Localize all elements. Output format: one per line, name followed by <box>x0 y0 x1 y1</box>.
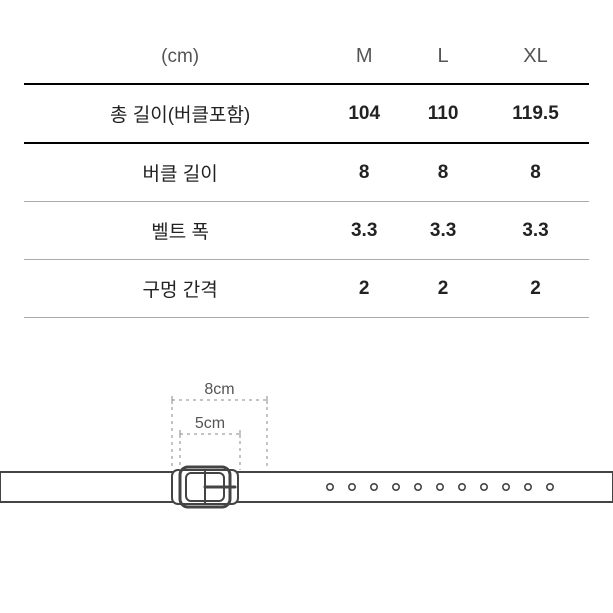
table-row: 버클 길이 8 8 8 <box>24 143 589 202</box>
cell: 8 <box>324 143 404 202</box>
cell: 3.3 <box>404 202 482 260</box>
cell: 3.3 <box>482 202 589 260</box>
belt-diagram: 8cm 5cm <box>0 352 613 522</box>
col-header-xl: XL <box>482 30 589 84</box>
col-header-l: L <box>404 30 482 84</box>
cell: 2 <box>324 260 404 318</box>
table-row: 구멍 간격 2 2 2 <box>24 260 589 318</box>
row-label: 버클 길이 <box>24 143 324 202</box>
size-table: (cm) M L XL 총 길이(버클포함) 104 110 119.5 버클 … <box>24 30 589 318</box>
dim-label-5cm: 5cm <box>195 415 225 432</box>
unit-header: (cm) <box>24 30 324 84</box>
table-row: 총 길이(버클포함) 104 110 119.5 <box>24 84 589 143</box>
cell: 2 <box>482 260 589 318</box>
col-header-m: M <box>324 30 404 84</box>
row-label: 구멍 간격 <box>24 260 324 318</box>
cell: 104 <box>324 84 404 143</box>
row-label: 총 길이(버클포함) <box>24 84 324 143</box>
cell: 110 <box>404 84 482 143</box>
table-row: 벨트 폭 3.3 3.3 3.3 <box>24 202 589 260</box>
dim-label-8cm: 8cm <box>204 381 234 398</box>
cell: 8 <box>482 143 589 202</box>
cell: 119.5 <box>482 84 589 143</box>
cell: 8 <box>404 143 482 202</box>
cell: 2 <box>404 260 482 318</box>
row-label: 벨트 폭 <box>24 202 324 260</box>
cell: 3.3 <box>324 202 404 260</box>
